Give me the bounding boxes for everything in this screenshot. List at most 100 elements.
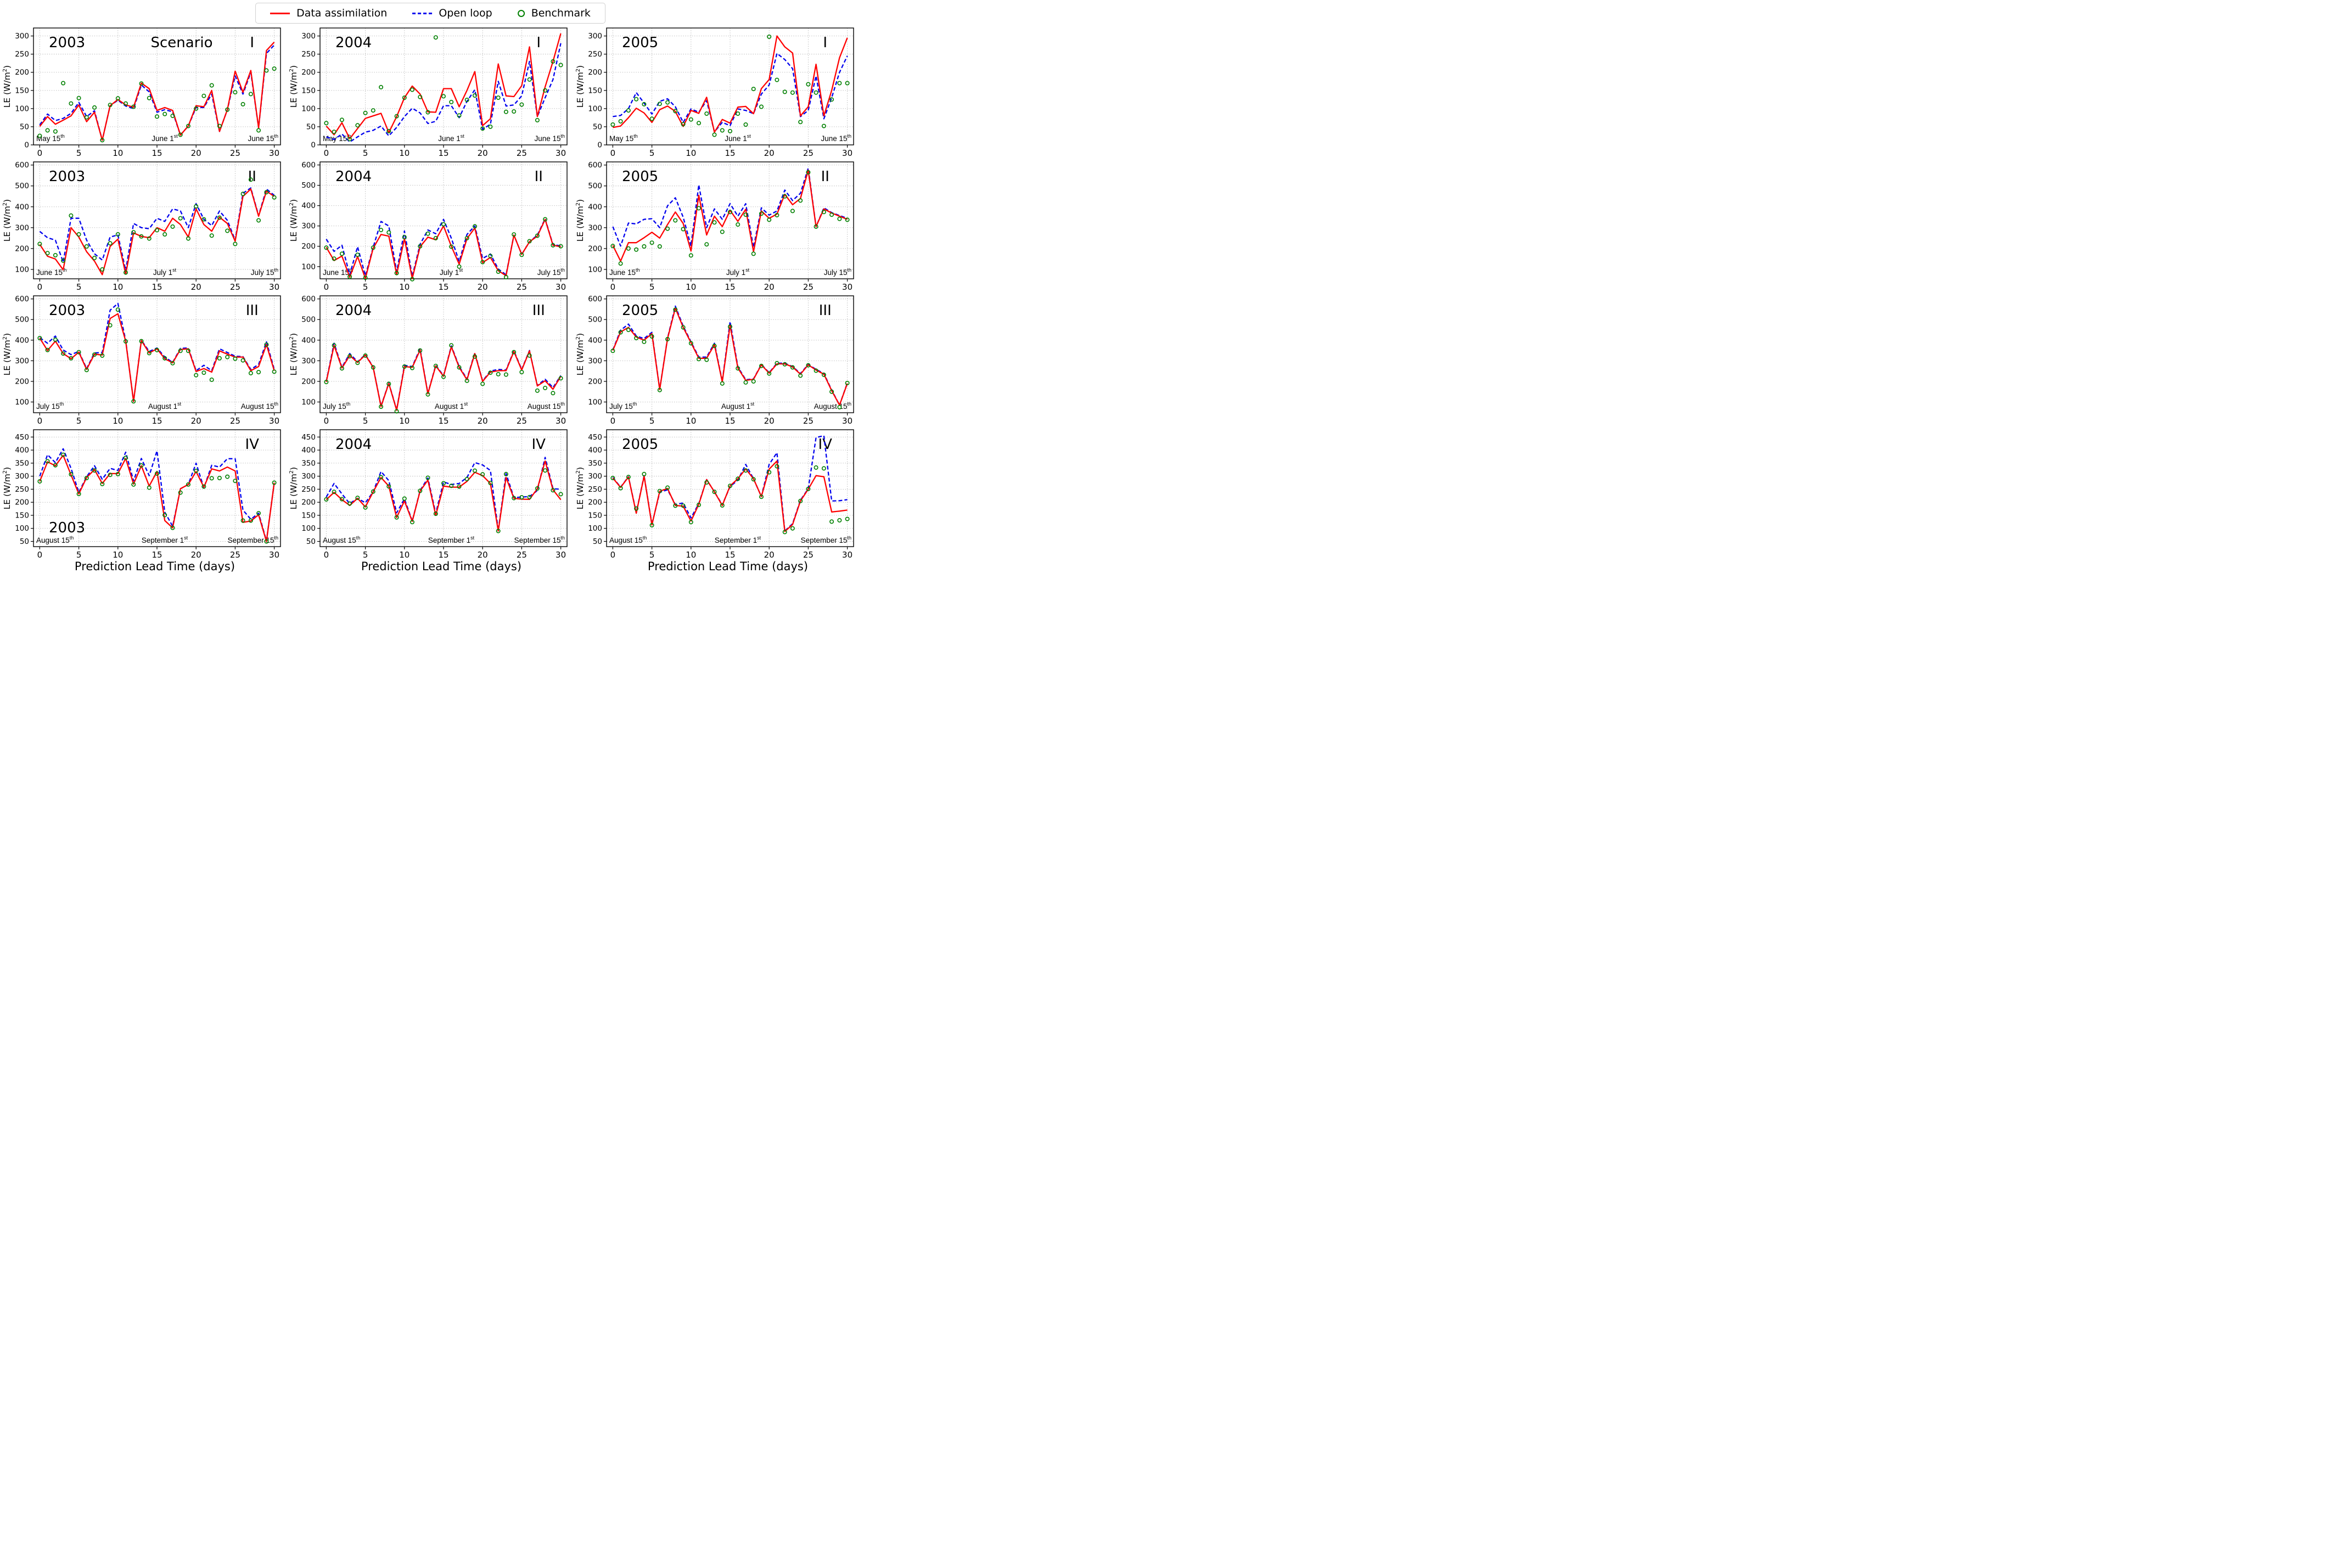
date-start-label: June 15th [323,267,354,277]
x-tick-label: 15 [438,148,448,158]
benchmark-point [233,479,238,484]
benchmark-point [139,463,144,468]
benchmark-point [84,476,89,481]
benchmark-point [170,525,175,530]
benchmark-point [503,372,508,377]
benchmark-point [814,368,818,373]
y-tick-label: 100 [301,104,316,113]
benchmark-point [154,228,159,233]
y-tick-label: 200 [301,242,316,251]
benchmark-point [837,404,842,409]
benchmark-point [124,270,128,275]
benchmark-point [449,244,454,249]
y-tick-label: 500 [588,182,602,190]
benchmark-point [665,336,670,341]
year-label: 2005 [622,35,658,51]
benchmark-point [37,336,42,341]
y-axis-label: LE (W/m2) [289,65,299,108]
date-end-label: June 15th [534,133,565,143]
benchmark-point [798,198,803,203]
x-tick-label: 10 [399,550,409,560]
benchmark-point [386,484,391,489]
benchmark-point [45,347,50,352]
y-tick-label: 400 [301,336,316,345]
benchmark-point [457,484,462,489]
benchmark-points [610,307,850,409]
benchmark-point [759,363,764,368]
benchmark-point [657,102,662,106]
y-tick-label: 300 [301,472,316,481]
plot-border [33,295,281,413]
benchmark-point [425,110,430,115]
benchmark-point [712,490,717,494]
date-start-label: August 15th [323,535,360,544]
benchmark-point [806,82,811,87]
benchmark-point [194,373,199,378]
y-tick-label: 600 [15,295,29,304]
chart-canvas: 100 200 300 400 500 600 0 5 10 15 20 25 30 July 15th A… [3,295,281,426]
y-tick-label: 300 [301,222,316,231]
benchmark-point [665,100,670,105]
x-tick-label: 15 [438,282,448,292]
date-start-label: May 15th [609,133,638,143]
benchmark-point [751,251,756,256]
benchmark-point [775,213,779,218]
benchmark-point [162,232,167,237]
subplot-2005-IV: 50 100 150 200 250 300 350 400 450 0 5 10 15 20 25 30 Au… [574,427,860,561]
benchmark-point [688,520,693,525]
plot-border [33,429,281,547]
benchmark-point [558,376,563,381]
benchmark-point [209,83,214,88]
benchmark-point [194,204,199,209]
benchmark-point [347,501,352,506]
benchmark-point [256,218,261,223]
benchmark-point [53,253,58,258]
benchmark-point [433,35,438,40]
benchmark-point [115,471,120,476]
date-start-label: July 15th [609,401,637,411]
y-tick-label: 50 [20,537,29,546]
x-tick-label: 20 [191,416,201,426]
x-tick-label: 5 [363,148,368,158]
benchmark-point [100,138,105,143]
x-tick-label: 20 [764,148,775,158]
benchmark-point [178,349,183,353]
y-tick-label: 150 [15,86,29,95]
benchmark-point [512,109,517,114]
benchmark-point [379,475,384,480]
y-tick-label: 400 [301,201,316,210]
date-end-label: September 15th [801,535,851,544]
benchmark-point [649,523,654,528]
benchmark-point [339,497,344,502]
x-tick-label: 0 [324,282,329,292]
x-tick-label: 5 [363,416,368,426]
benchmark-point [154,114,159,119]
benchmark-point [53,463,58,468]
benchmark-point [92,352,97,357]
benchmark-point [402,235,407,240]
benchmark-point [410,277,415,282]
benchmark-points [610,34,850,137]
benchmark-point [347,354,352,359]
benchmark-point [720,503,725,508]
year-label: 2003 [49,35,85,51]
benchmark-point [194,106,199,111]
benchmark-point [727,210,732,215]
benchmark-point [363,110,368,115]
date-start-label: May 15th [323,133,351,143]
benchmark-point [76,350,81,355]
benchmark-point [488,370,493,375]
benchmark-point [178,216,183,221]
plot-border [319,27,568,145]
y-tick-label: 350 [301,459,316,468]
y-tick-label: 600 [588,295,602,304]
benchmark-point [147,236,152,241]
benchmark-point [727,324,732,329]
x-tick-label: 15 [725,282,735,292]
chart-canvas: 100 200 300 400 500 600 0 5 10 15 20 25 30 June 15th J… [576,161,854,292]
y-tick-label: 300 [15,223,29,232]
benchmark-point [642,471,647,476]
plot-border [606,429,854,547]
benchmark-point [503,109,508,114]
